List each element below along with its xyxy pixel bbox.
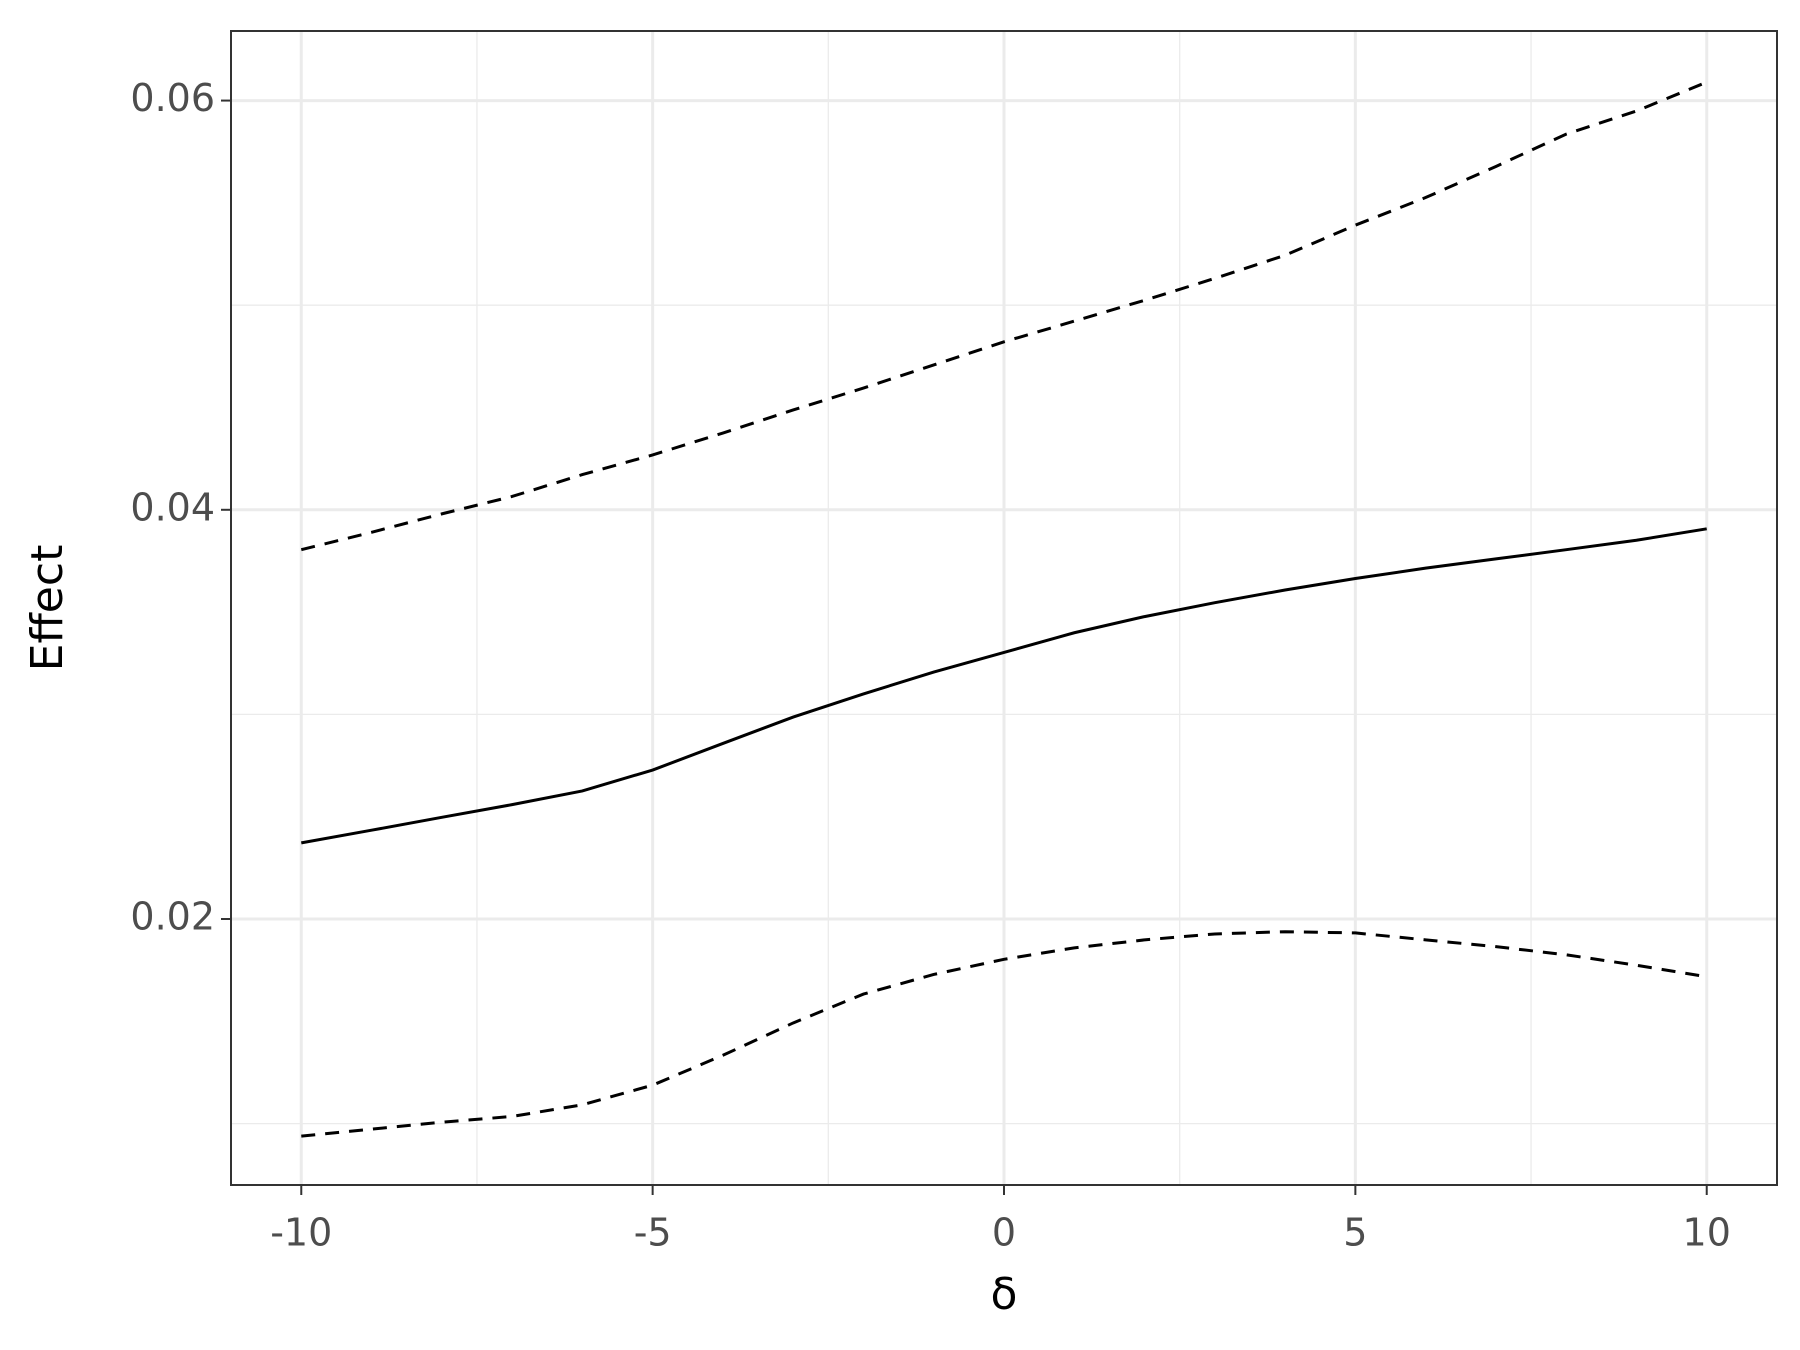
grid xyxy=(231,31,1777,1185)
x-tick-label: 10 xyxy=(1683,1211,1731,1255)
axes: -10 -5 0 5 10 0.02 0.04 0.06 xyxy=(130,76,1731,1254)
plot-lines xyxy=(300,80,1708,1138)
series-line xyxy=(300,80,1708,552)
x-axis-title: δ xyxy=(991,1269,1018,1320)
x-tick-label: 0 xyxy=(992,1211,1016,1255)
x-tick-label: -10 xyxy=(270,1211,332,1255)
x-tick-label: -5 xyxy=(634,1211,672,1255)
y-tick-label: 0.02 xyxy=(130,895,215,939)
y-tick-label: 0.04 xyxy=(130,485,215,529)
y-tick-label: 0.06 xyxy=(130,76,215,120)
series-line xyxy=(301,527,1707,845)
y-axis-title: Effect xyxy=(22,545,73,672)
series-line xyxy=(301,930,1707,1138)
x-tick-label: 5 xyxy=(1343,1211,1367,1255)
